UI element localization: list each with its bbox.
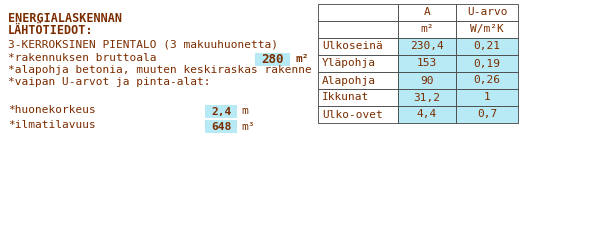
FancyBboxPatch shape	[398, 72, 456, 89]
Text: 153: 153	[417, 59, 437, 69]
Text: U-arvo: U-arvo	[467, 8, 507, 17]
FancyBboxPatch shape	[318, 4, 398, 21]
Text: 230,4: 230,4	[410, 41, 444, 51]
Text: W/m²K: W/m²K	[470, 24, 504, 35]
FancyBboxPatch shape	[456, 72, 518, 89]
FancyBboxPatch shape	[318, 55, 398, 72]
FancyBboxPatch shape	[456, 106, 518, 123]
Text: LÄHTÖTIEDOT:: LÄHTÖTIEDOT:	[8, 24, 94, 37]
FancyBboxPatch shape	[398, 55, 456, 72]
FancyBboxPatch shape	[318, 21, 398, 38]
Text: 2,4: 2,4	[211, 107, 231, 117]
FancyBboxPatch shape	[318, 106, 398, 123]
Text: *rakennuksen bruttoala: *rakennuksen bruttoala	[8, 53, 156, 63]
FancyBboxPatch shape	[205, 105, 237, 118]
Text: 648: 648	[211, 122, 231, 132]
FancyBboxPatch shape	[398, 89, 456, 106]
FancyBboxPatch shape	[318, 72, 398, 89]
Text: 1: 1	[483, 93, 491, 102]
Text: Alapohja: Alapohja	[322, 75, 376, 86]
Text: m: m	[241, 107, 247, 117]
Text: m²: m²	[295, 54, 308, 64]
Text: *ilmatilavuus: *ilmatilavuus	[8, 120, 95, 130]
FancyBboxPatch shape	[456, 21, 518, 38]
FancyBboxPatch shape	[456, 38, 518, 55]
Text: 0,19: 0,19	[474, 59, 500, 69]
Text: A: A	[424, 8, 430, 17]
FancyBboxPatch shape	[398, 4, 456, 21]
FancyBboxPatch shape	[205, 120, 237, 133]
Text: 0,7: 0,7	[477, 110, 497, 120]
Text: Ulko-ovet: Ulko-ovet	[322, 110, 383, 120]
FancyBboxPatch shape	[456, 55, 518, 72]
Text: 0,21: 0,21	[474, 41, 500, 51]
FancyBboxPatch shape	[398, 38, 456, 55]
Text: 90: 90	[420, 75, 434, 86]
Text: 280: 280	[261, 53, 284, 66]
Text: m³: m³	[241, 122, 255, 132]
Text: Yläpohja: Yläpohja	[322, 59, 376, 69]
Text: 3-KERROKSINEN PIENTALO (3 makuuhuonetta): 3-KERROKSINEN PIENTALO (3 makuuhuonetta)	[8, 40, 278, 50]
Text: ENERGIALASKENNAN: ENERGIALASKENNAN	[8, 12, 122, 25]
Text: 31,2: 31,2	[413, 93, 441, 102]
Text: Ulkoseinä: Ulkoseinä	[322, 41, 383, 51]
Text: *vaipan U-arvot ja pinta-alat:: *vaipan U-arvot ja pinta-alat:	[8, 77, 210, 87]
Text: 4,4: 4,4	[417, 110, 437, 120]
Text: *alapohja betonia, muuten keskiraskas rakenne: *alapohja betonia, muuten keskiraskas ra…	[8, 65, 312, 75]
FancyBboxPatch shape	[456, 4, 518, 21]
FancyBboxPatch shape	[318, 89, 398, 106]
Text: 0,26: 0,26	[474, 75, 500, 86]
FancyBboxPatch shape	[255, 53, 290, 66]
FancyBboxPatch shape	[398, 21, 456, 38]
FancyBboxPatch shape	[318, 38, 398, 55]
Text: Ikkunat: Ikkunat	[322, 93, 369, 102]
Text: m²: m²	[420, 24, 434, 35]
FancyBboxPatch shape	[456, 89, 518, 106]
FancyBboxPatch shape	[398, 106, 456, 123]
Text: *huonekorkeus: *huonekorkeus	[8, 105, 95, 115]
